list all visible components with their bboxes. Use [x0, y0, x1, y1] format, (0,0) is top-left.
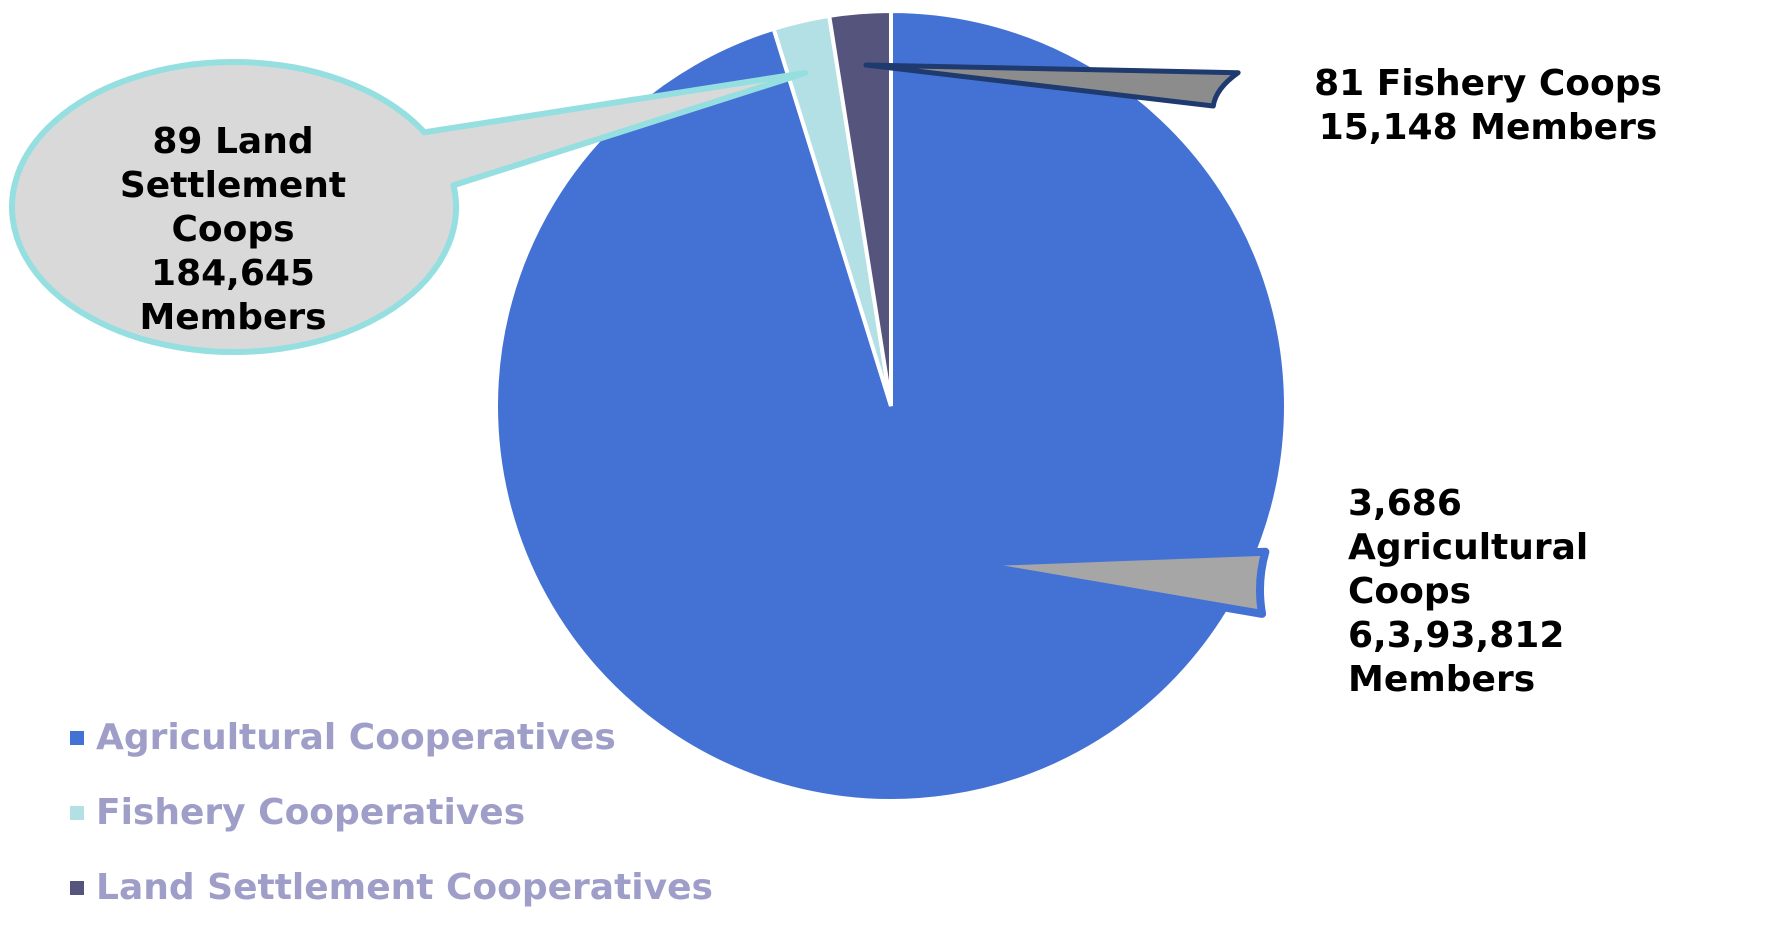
- callout-agricultural-line-1: Agricultural: [1348, 527, 1588, 568]
- legend: Agricultural Cooperatives Fishery Cooper…: [70, 700, 713, 925]
- legend-label-fishery: Fishery Cooperatives: [96, 792, 526, 833]
- callout-agricultural-line-0: 3,686: [1348, 483, 1462, 524]
- legend-swatch-fishery: [70, 805, 84, 820]
- callout-land-settlement-line-4: Members: [139, 297, 326, 338]
- callout-land-settlement-line-1: Settlement: [120, 165, 346, 206]
- callout-land-settlement-line-3: 184,645: [151, 253, 315, 294]
- callout-fishery-coops-line-0: 81 Fishery Coops: [1314, 63, 1662, 104]
- callout-land-settlement-line-0: 89 Land: [152, 121, 313, 162]
- legend-label-land-settlement: Land Settlement Cooperatives: [96, 867, 713, 908]
- callout-land-settlement-line-2: Coops: [171, 209, 294, 250]
- legend-label-agricultural: Agricultural Cooperatives: [96, 717, 616, 758]
- callouts: 3,686AgriculturalCoops6,3,93,812Members8…: [9, 59, 1662, 700]
- pie-chart: 3,686AgriculturalCoops6,3,93,812Members8…: [9, 8, 1662, 803]
- callout-fishery-coops-bubble: [863, 62, 1241, 109]
- callout-agricultural-line-4: Members: [1348, 659, 1535, 700]
- legend-swatch-land-settlement: [70, 880, 84, 895]
- callout-agricultural-line-2: Coops: [1348, 571, 1471, 612]
- callout-agricultural-line-3: 6,3,93,812: [1348, 615, 1564, 656]
- legend-swatch-agricultural: [70, 730, 84, 745]
- legend-item-fishery: Fishery Cooperatives: [70, 775, 713, 850]
- legend-item-agricultural: Agricultural Cooperatives: [70, 700, 713, 775]
- callout-land-settlement-bubble: [9, 59, 808, 355]
- slice-land-settlement: [826, 8, 893, 407]
- callout-fishery-coops-line-1: 15,148 Members: [1319, 107, 1658, 148]
- callout-agricultural-bubble: [961, 547, 1270, 618]
- pie-slices: [494, 8, 1288, 803]
- legend-item-land-settlement: Land Settlement Cooperatives: [70, 850, 713, 925]
